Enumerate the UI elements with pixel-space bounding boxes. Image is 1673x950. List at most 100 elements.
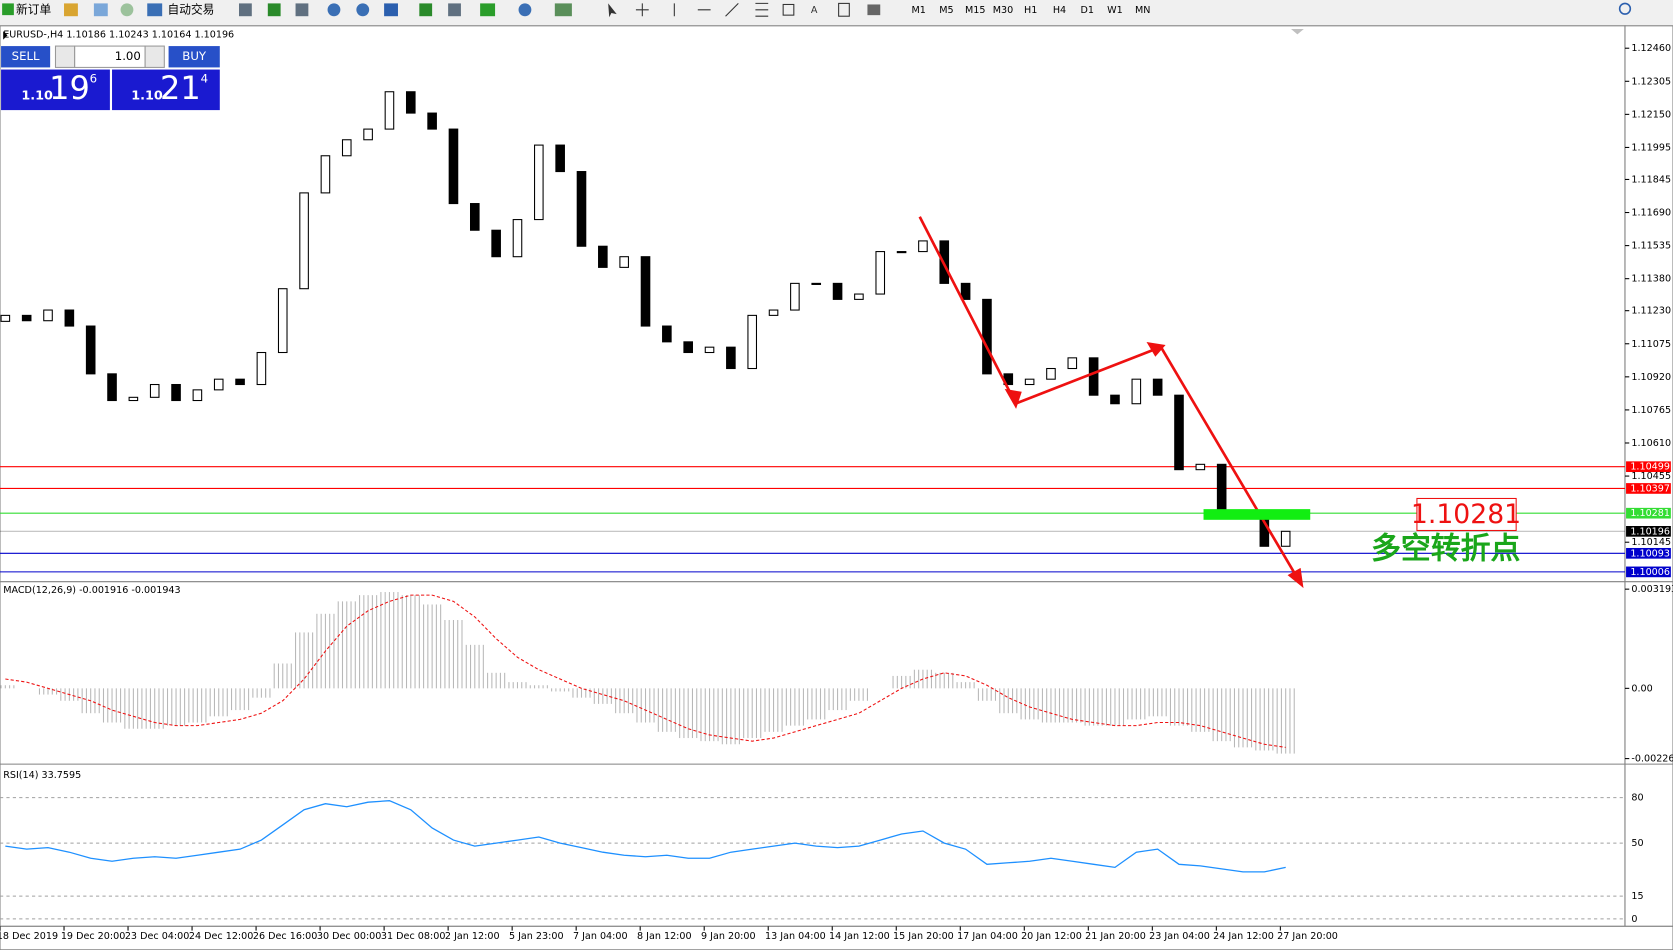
time-label: 7 Jan 04:00 [573,931,628,942]
tool-icon[interactable] [448,3,461,17]
lot-down[interactable] [54,45,76,68]
y-tick-label: 50 [1631,838,1643,849]
trade-panel: SELL 1.00 BUY 1.10 19 6 1.10 21 4 [1,31,220,111]
candle [1110,394,1120,405]
level-label: 1.10196 [1630,526,1670,537]
candle [128,396,139,402]
price-annotation: 1.10281 [1411,499,1521,530]
tool-icon[interactable] [327,3,341,17]
new-order-icon[interactable] [2,3,14,16]
panel-toggle[interactable] [3,31,8,40]
timeframe-button[interactable]: M15 [965,5,985,16]
candle [213,378,224,391]
price-annotation-box [1416,497,1517,532]
candle [405,91,416,114]
candle [619,256,629,268]
tool-icon[interactable] [384,3,398,17]
buy-price-box[interactable] [112,69,220,111]
candle [85,325,96,375]
y-tick-label: 1.11075 [1631,339,1671,350]
timeframe-button[interactable]: M5 [939,5,953,16]
candle [171,383,181,402]
search-icon[interactable] [1618,2,1632,15]
sell-label: SELL [12,49,40,63]
tool-icon[interactable] [518,3,532,17]
tool-icon[interactable] [239,3,252,17]
tool-icon[interactable] [120,3,134,17]
candle [192,389,203,402]
level-tag [1626,461,1671,473]
time-label: 26 Dec 16:00 [253,931,318,942]
candle [832,282,843,300]
turning-point-note: 多空转折点 [1371,532,1520,567]
time-label: 21 Jan 20:00 [1085,931,1146,942]
level-tag [1626,483,1671,494]
timeframe-button[interactable]: M1 [911,5,925,16]
trend-line [918,216,1301,583]
candle [384,91,395,130]
tool-icon[interactable] [267,3,281,17]
toolbar-icons: A [239,2,1632,18]
candle [448,128,459,205]
y-tick-label: 1.10145 [1631,537,1671,548]
candle [1088,357,1099,396]
buy-label: BUY [182,49,207,63]
sell-price-box[interactable] [1,69,110,111]
level-label: 1.10397 [1630,483,1670,494]
candle [277,288,288,354]
price-panel: 1.12460 1.12305 1.12150 1.11995 1.11845 1.116… [0,43,1671,578]
y-tick-label: 1.11845 [1631,174,1671,185]
y-tick-label: 1.10920 [1631,372,1671,383]
tool-icon[interactable] [93,3,108,17]
tool-icon[interactable] [64,3,78,17]
tool-icon[interactable] [480,3,496,17]
tool-icon[interactable] [608,3,617,18]
signal-line [5,594,1286,748]
y-tick-label: 1.11995 [1631,142,1671,153]
candle [43,309,53,322]
candle [1046,367,1056,380]
auto-trading-icon[interactable] [147,3,163,17]
buy-button[interactable] [168,46,220,68]
tool-icon[interactable] [782,3,795,16]
timeframe-button[interactable]: H1 [1024,5,1037,16]
time-label: 5 Jan 23:00 [509,931,564,942]
y-tick-label: 80 [1631,793,1643,804]
sell-button[interactable] [1,46,51,68]
candle [1174,394,1184,471]
y-tick-label: 1.10610 [1631,438,1671,449]
tool-icon[interactable] [356,3,370,17]
timeframe-button[interactable]: MN [1135,5,1150,16]
candle [854,293,864,300]
candle [363,128,373,141]
rsi-line [5,800,1286,873]
candle [427,112,437,130]
tool-icon[interactable] [419,3,433,17]
timeframe-button[interactable]: H4 [1053,5,1066,16]
timeframe-button[interactable]: D1 [1080,5,1094,16]
tool-icon[interactable]: A [811,5,818,16]
time-label: 14 Jan 12:00 [829,931,890,942]
sell-price-pips: 19 [49,69,90,107]
tool-icon[interactable] [838,2,850,17]
lot-up[interactable] [144,45,165,68]
tool-icon[interactable] [554,3,572,17]
candle [256,351,267,386]
tool-icons[interactable] [635,2,769,17]
candle [107,373,117,402]
time-label: 20 Jan 12:00 [1021,931,1082,942]
tool-icon[interactable] [295,3,309,17]
y-tick-label: 15 [1631,891,1643,902]
y-tick-label: 1.10765 [1631,405,1671,416]
candle [896,251,907,254]
arrow-head [1287,567,1304,589]
buy-price-big: 1.10 [131,89,163,104]
level-tag [1626,566,1671,578]
auto-trading-button[interactable]: 自动交易 [168,2,215,16]
new-order-button[interactable]: 新订单 [16,2,51,16]
candle [683,341,693,354]
tool-icon[interactable] [867,4,881,16]
timeframe-button[interactable]: W1 [1107,5,1123,16]
timeframe-button[interactable]: M30 [993,5,1014,16]
